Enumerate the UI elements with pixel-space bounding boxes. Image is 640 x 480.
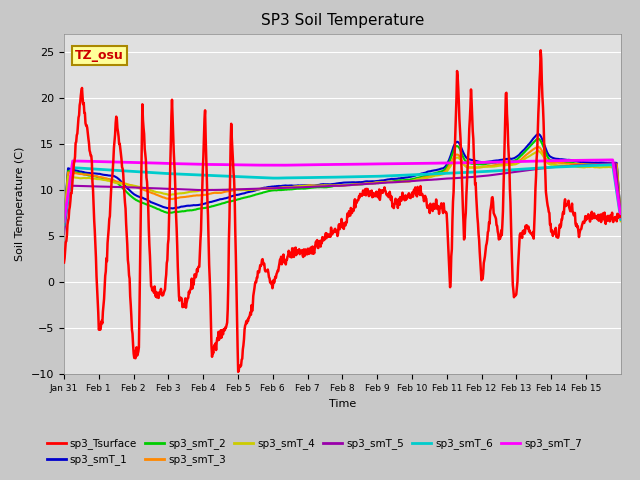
sp3_smT_1 xyxy=(60,218,68,224)
Line: sp3_smT_3: sp3_smT_3 xyxy=(64,147,621,224)
sp3_Tsurface xyxy=(163,257,171,263)
Line: sp3_smT_4: sp3_smT_4 xyxy=(64,151,621,226)
sp3_Tsurface xyxy=(599,211,607,216)
sp3_smT_3 xyxy=(589,162,597,168)
sp3_smT_4 xyxy=(163,192,171,197)
sp3_smT_5 xyxy=(617,214,625,219)
sp3_smT_4 xyxy=(617,218,625,224)
sp3_smT_4 xyxy=(60,223,68,229)
sp3_smT_6 xyxy=(60,222,68,228)
Title: SP3 Soil Temperature: SP3 Soil Temperature xyxy=(260,13,424,28)
sp3_smT_2 xyxy=(617,216,625,222)
Line: sp3_smT_6: sp3_smT_6 xyxy=(64,165,621,225)
sp3_smT_6 xyxy=(388,173,396,179)
Line: sp3_smT_5: sp3_smT_5 xyxy=(64,163,621,234)
sp3_Tsurface xyxy=(87,153,95,159)
sp3_smT_3 xyxy=(60,221,68,227)
sp3_smT_7 xyxy=(609,157,616,163)
sp3_smT_2 xyxy=(163,210,171,216)
X-axis label: Time: Time xyxy=(329,399,356,408)
sp3_smT_2 xyxy=(598,162,606,168)
sp3_smT_3 xyxy=(617,216,625,222)
Line: sp3_smT_2: sp3_smT_2 xyxy=(64,139,621,223)
sp3_smT_4 xyxy=(598,164,606,170)
sp3_smT_7 xyxy=(60,219,68,225)
sp3_smT_3 xyxy=(291,184,299,190)
sp3_smT_5 xyxy=(612,160,620,166)
Text: TZ_osu: TZ_osu xyxy=(75,49,124,62)
sp3_Tsurface xyxy=(617,214,625,219)
sp3_Tsurface xyxy=(590,211,598,216)
sp3_smT_3 xyxy=(163,196,171,202)
sp3_smT_3 xyxy=(87,172,95,178)
sp3_smT_7 xyxy=(598,157,605,163)
sp3_smT_1 xyxy=(589,160,597,166)
sp3_smT_1 xyxy=(291,183,299,189)
sp3_Tsurface xyxy=(388,204,396,210)
sp3_smT_4 xyxy=(589,164,597,170)
Line: sp3_smT_1: sp3_smT_1 xyxy=(64,134,621,221)
sp3_Tsurface xyxy=(234,369,242,375)
sp3_smT_2 xyxy=(589,162,597,168)
Line: sp3_Tsurface: sp3_Tsurface xyxy=(64,50,621,372)
sp3_smT_1 xyxy=(163,205,171,211)
sp3_smT_5 xyxy=(60,231,68,237)
sp3_smT_3 xyxy=(388,179,396,185)
sp3_smT_7 xyxy=(163,161,171,167)
sp3_smT_7 xyxy=(617,214,625,220)
sp3_smT_6 xyxy=(617,216,625,222)
sp3_smT_6 xyxy=(87,166,95,172)
sp3_smT_5 xyxy=(388,180,396,185)
sp3_smT_2 xyxy=(388,179,396,184)
sp3_smT_6 xyxy=(291,175,299,180)
sp3_smT_5 xyxy=(87,183,95,189)
sp3_smT_5 xyxy=(291,185,299,191)
sp3_smT_5 xyxy=(598,161,605,167)
sp3_smT_2 xyxy=(291,186,299,192)
sp3_smT_4 xyxy=(291,184,299,190)
sp3_smT_2 xyxy=(87,173,95,179)
sp3_smT_1 xyxy=(617,216,625,222)
sp3_smT_6 xyxy=(609,162,616,168)
sp3_smT_7 xyxy=(589,157,596,163)
sp3_smT_2 xyxy=(60,220,68,226)
sp3_smT_1 xyxy=(87,170,95,176)
sp3_smT_6 xyxy=(589,163,596,168)
sp3_smT_1 xyxy=(388,176,396,182)
sp3_smT_1 xyxy=(598,160,606,166)
sp3_smT_3 xyxy=(598,162,606,168)
Y-axis label: Soil Temperature (C): Soil Temperature (C) xyxy=(15,147,26,261)
sp3_smT_4 xyxy=(534,148,542,154)
sp3_Tsurface xyxy=(537,48,545,53)
sp3_smT_2 xyxy=(534,136,542,142)
sp3_Tsurface xyxy=(292,245,300,251)
sp3_smT_7 xyxy=(87,158,95,164)
sp3_Tsurface xyxy=(60,260,68,265)
Line: sp3_smT_7: sp3_smT_7 xyxy=(64,160,621,222)
sp3_smT_6 xyxy=(598,162,605,168)
sp3_smT_4 xyxy=(87,176,95,181)
sp3_smT_1 xyxy=(534,131,542,137)
sp3_smT_7 xyxy=(291,162,299,168)
sp3_smT_4 xyxy=(388,179,396,185)
sp3_smT_6 xyxy=(163,171,171,177)
Legend: sp3_Tsurface, sp3_smT_1, sp3_smT_2, sp3_smT_3, sp3_smT_4, sp3_smT_5, sp3_smT_6, : sp3_Tsurface, sp3_smT_1, sp3_smT_2, sp3_… xyxy=(43,434,586,469)
sp3_smT_3 xyxy=(534,144,541,150)
sp3_smT_5 xyxy=(589,162,596,168)
sp3_smT_7 xyxy=(388,161,396,167)
sp3_smT_5 xyxy=(163,186,171,192)
